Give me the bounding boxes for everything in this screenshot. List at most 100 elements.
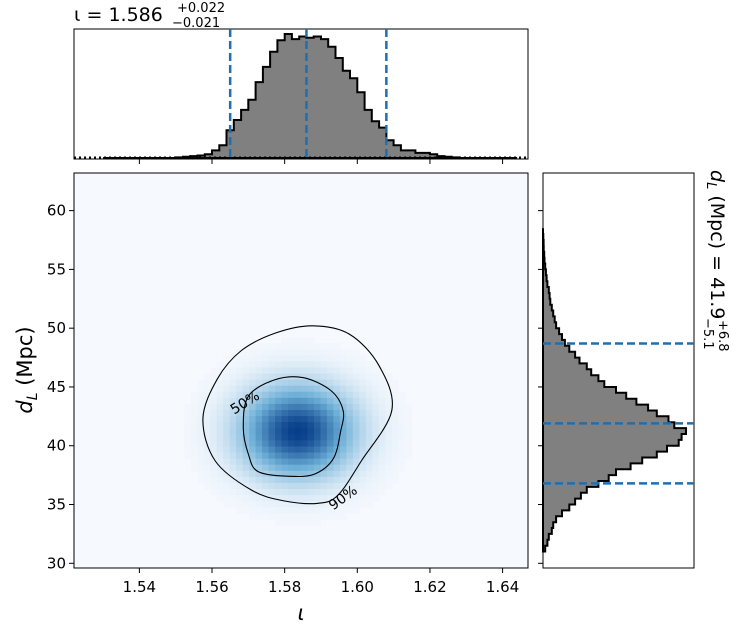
density-cell: [236, 361, 244, 369]
density-cell: [216, 416, 224, 423]
density-cell: [352, 470, 360, 478]
density-cell: [333, 464, 341, 472]
density-cell: [216, 385, 224, 393]
density-cell: [378, 458, 386, 466]
density-cell: [249, 446, 257, 454]
density-cell: [249, 482, 257, 490]
density-cell: [385, 440, 393, 448]
density-cell: [281, 337, 289, 344]
density-cell: [372, 422, 380, 429]
density-cell: [307, 337, 315, 344]
density-cell: [346, 489, 354, 496]
density-cell: [391, 403, 399, 411]
density-cell: [190, 422, 198, 429]
density-cell: [372, 397, 380, 405]
density-cell: [281, 355, 289, 362]
density-cell: [313, 385, 322, 393]
density-cell: [307, 410, 315, 417]
density-cell: [352, 482, 360, 490]
density-cell: [307, 403, 315, 411]
density-cell: [255, 416, 263, 423]
density-cell: [268, 379, 276, 387]
density-cell: [372, 470, 380, 478]
density-cell: [313, 410, 322, 417]
density-cell: [190, 391, 198, 399]
density-cell: [288, 464, 296, 472]
density-cell: [242, 416, 250, 423]
density-cell: [236, 379, 244, 387]
density-cell: [255, 464, 263, 472]
density-cell: [236, 416, 244, 423]
density-cell: [249, 379, 257, 387]
density-cell: [313, 519, 322, 527]
density-cell: [365, 476, 373, 484]
density-cell: [398, 410, 406, 417]
density-cell: [372, 495, 380, 502]
density-cell: [190, 458, 198, 466]
density-cell: [398, 422, 406, 429]
density-cell: [359, 403, 367, 411]
density-cell: [223, 476, 231, 484]
density-cell: [398, 434, 406, 441]
density-cell: [365, 422, 373, 429]
density-cell: [294, 434, 302, 441]
density-cell: [262, 440, 270, 448]
density-cell: [281, 428, 289, 435]
density-cell: [352, 379, 360, 387]
density-cell: [326, 397, 335, 405]
density-cell: [210, 470, 218, 478]
density-cell: [223, 355, 231, 362]
density-cell: [352, 489, 360, 496]
density-cell: [378, 482, 386, 490]
density-cell: [333, 428, 341, 435]
density-cell: [281, 495, 289, 502]
density-cell: [262, 428, 270, 435]
density-cell: [378, 379, 386, 387]
density-cell: [339, 501, 347, 508]
density-cell: [359, 458, 367, 466]
density-cell: [333, 385, 341, 393]
density-cell: [398, 391, 406, 399]
density-cell: [339, 464, 347, 472]
density-cell: [372, 458, 380, 466]
density-cell: [216, 470, 224, 478]
density-cell: [242, 422, 250, 429]
density-cell: [339, 349, 347, 356]
density-cell: [339, 422, 347, 429]
density-cell: [385, 385, 393, 393]
density-cell: [385, 446, 393, 454]
density-cell: [236, 501, 244, 508]
density-cell: [288, 513, 296, 520]
density-cell: [352, 452, 360, 460]
density-cell: [210, 373, 218, 381]
density-cell: [352, 385, 360, 393]
density-cell: [223, 495, 231, 502]
density-cell: [346, 482, 354, 490]
density-cell: [359, 379, 367, 387]
density-cell: [262, 361, 270, 369]
density-cell: [346, 397, 354, 405]
density-cell: [249, 367, 257, 375]
density-cell: [313, 489, 322, 496]
y-tick-label: 60: [47, 202, 66, 220]
density-cell: [352, 416, 360, 423]
density-cell: [365, 385, 373, 393]
density-cell: [326, 416, 335, 423]
density-cell: [262, 385, 270, 393]
density-cell: [288, 385, 296, 393]
density-cell: [372, 361, 380, 369]
density-cell: [255, 355, 263, 362]
density-cell: [184, 434, 192, 441]
density-cell: [307, 458, 315, 466]
density-cell: [288, 403, 296, 411]
density-cell: [197, 410, 205, 417]
density-cell: [326, 379, 335, 387]
density-cell: [249, 464, 257, 472]
density-cell: [352, 458, 360, 466]
density-cell: [268, 446, 276, 454]
density-cell: [229, 385, 237, 393]
density-cell: [236, 489, 244, 496]
density-cell: [275, 464, 283, 472]
density-cell: [275, 373, 283, 381]
density-cell: [339, 397, 347, 405]
